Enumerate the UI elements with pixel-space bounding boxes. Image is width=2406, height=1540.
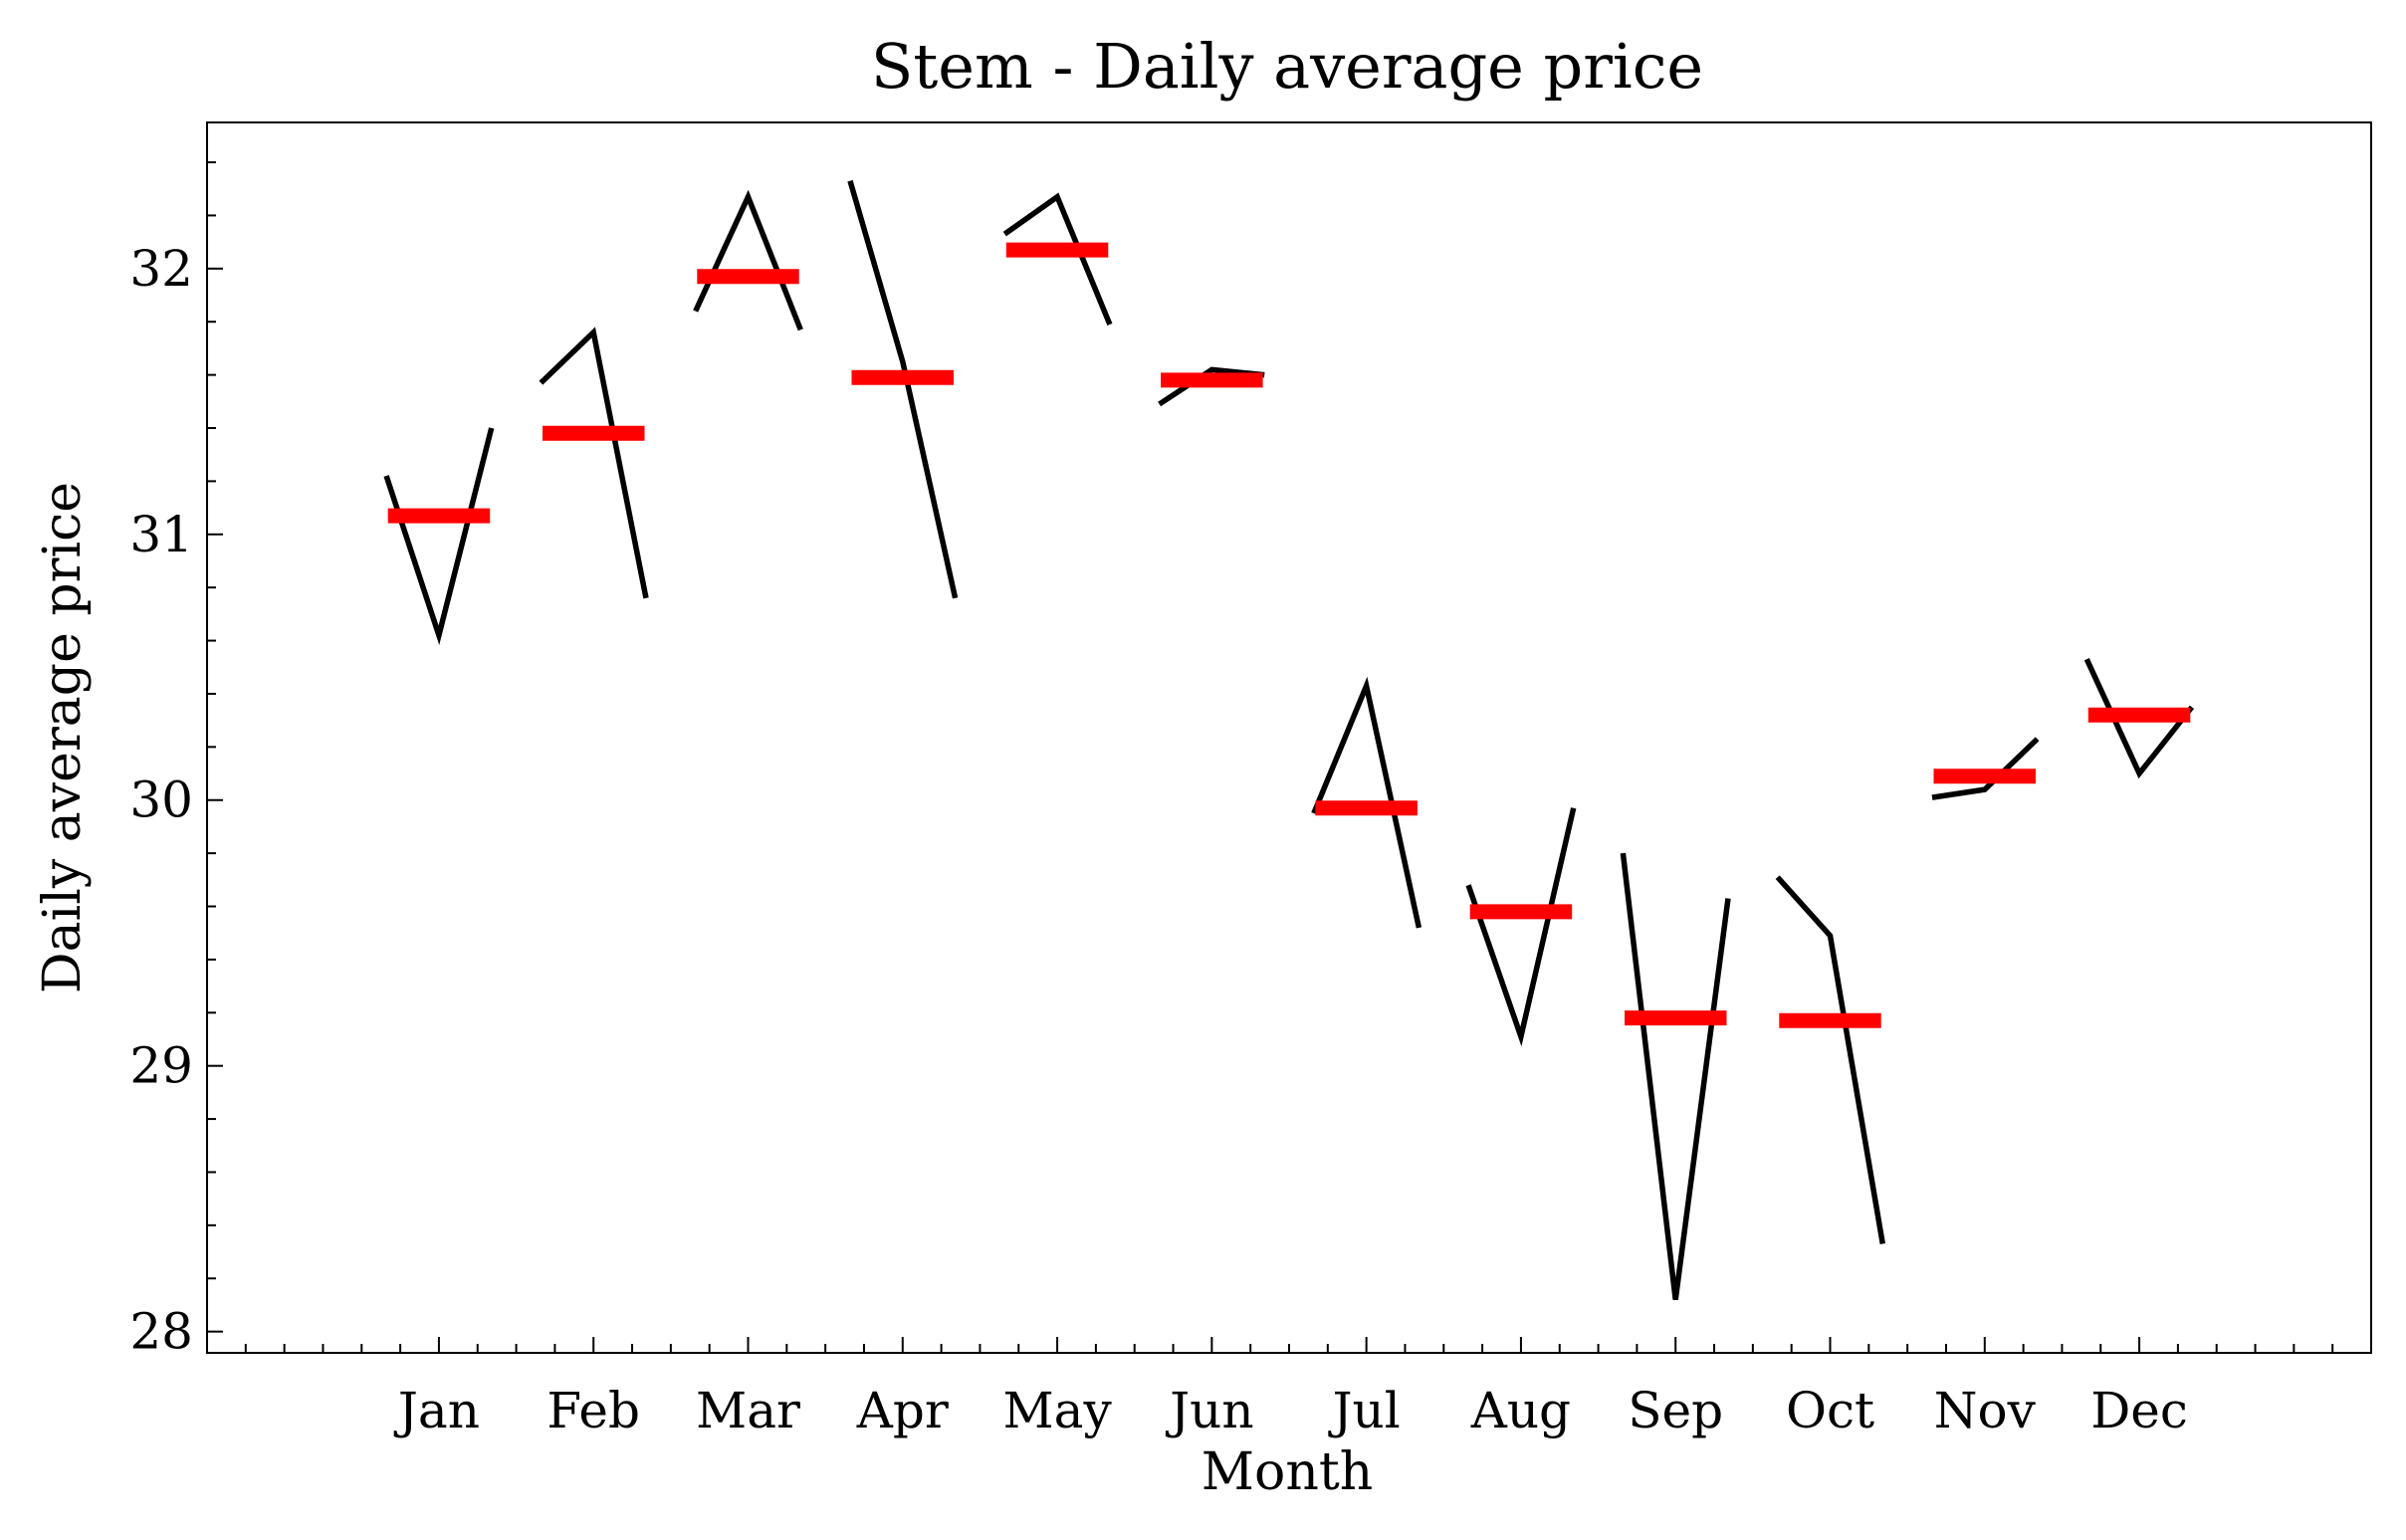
x-tick-label-sep: Sep [1628,1382,1723,1439]
daily-line-jan [383,427,495,646]
y-axis-title: Daily average price [33,482,93,993]
x-tick-label-may: May [1002,1382,1112,1439]
daily-line-may [1002,192,1113,326]
daily-line-apr [847,179,959,599]
y-tick-label: 28 [129,1303,193,1361]
daily-line-sep [1620,852,1731,1300]
chart-title: Stem - Daily average price [871,30,1703,103]
y-tick-label: 31 [129,506,193,563]
plot-area [383,179,2195,1300]
x-tick-label-nov: Nov [1934,1382,2037,1439]
axes: 28 29 30 31 32 Jan Feb Mar Apr May Jun Jul Aug Sep Oct… [129,161,2334,1439]
daily-line-dec [2083,658,2195,779]
y-tick-label: 29 [129,1037,193,1095]
x-tick-label-jan: Jan [393,1382,480,1439]
daily-line-mar [693,189,803,331]
x-axis-title: Month [1202,1442,1373,1502]
daily-line-feb [539,327,649,599]
x-tick-label-aug: Aug [1470,1382,1571,1439]
x-tick-label-dec: Dec [2090,1382,2188,1439]
x-tick-label-mar: Mar [696,1382,800,1439]
x-tick-label-feb: Feb [547,1382,640,1439]
x-tick-label-jul: Jul [1328,1382,1401,1439]
daily-line-oct [1775,875,1886,1244]
x-tick-label-oct: Oct [1786,1382,1874,1439]
plot-frame [206,121,2372,1354]
y-tick-label: 30 [129,771,193,829]
x-tick-label-jun: Jun [1165,1382,1253,1439]
x-tick-label-apr: Apr [856,1382,949,1439]
daily-line-nov [1931,737,2040,800]
y-tick-label: 32 [129,240,193,298]
daily-line-aug [1465,807,1577,1047]
daily-line-jul [1311,676,1422,929]
